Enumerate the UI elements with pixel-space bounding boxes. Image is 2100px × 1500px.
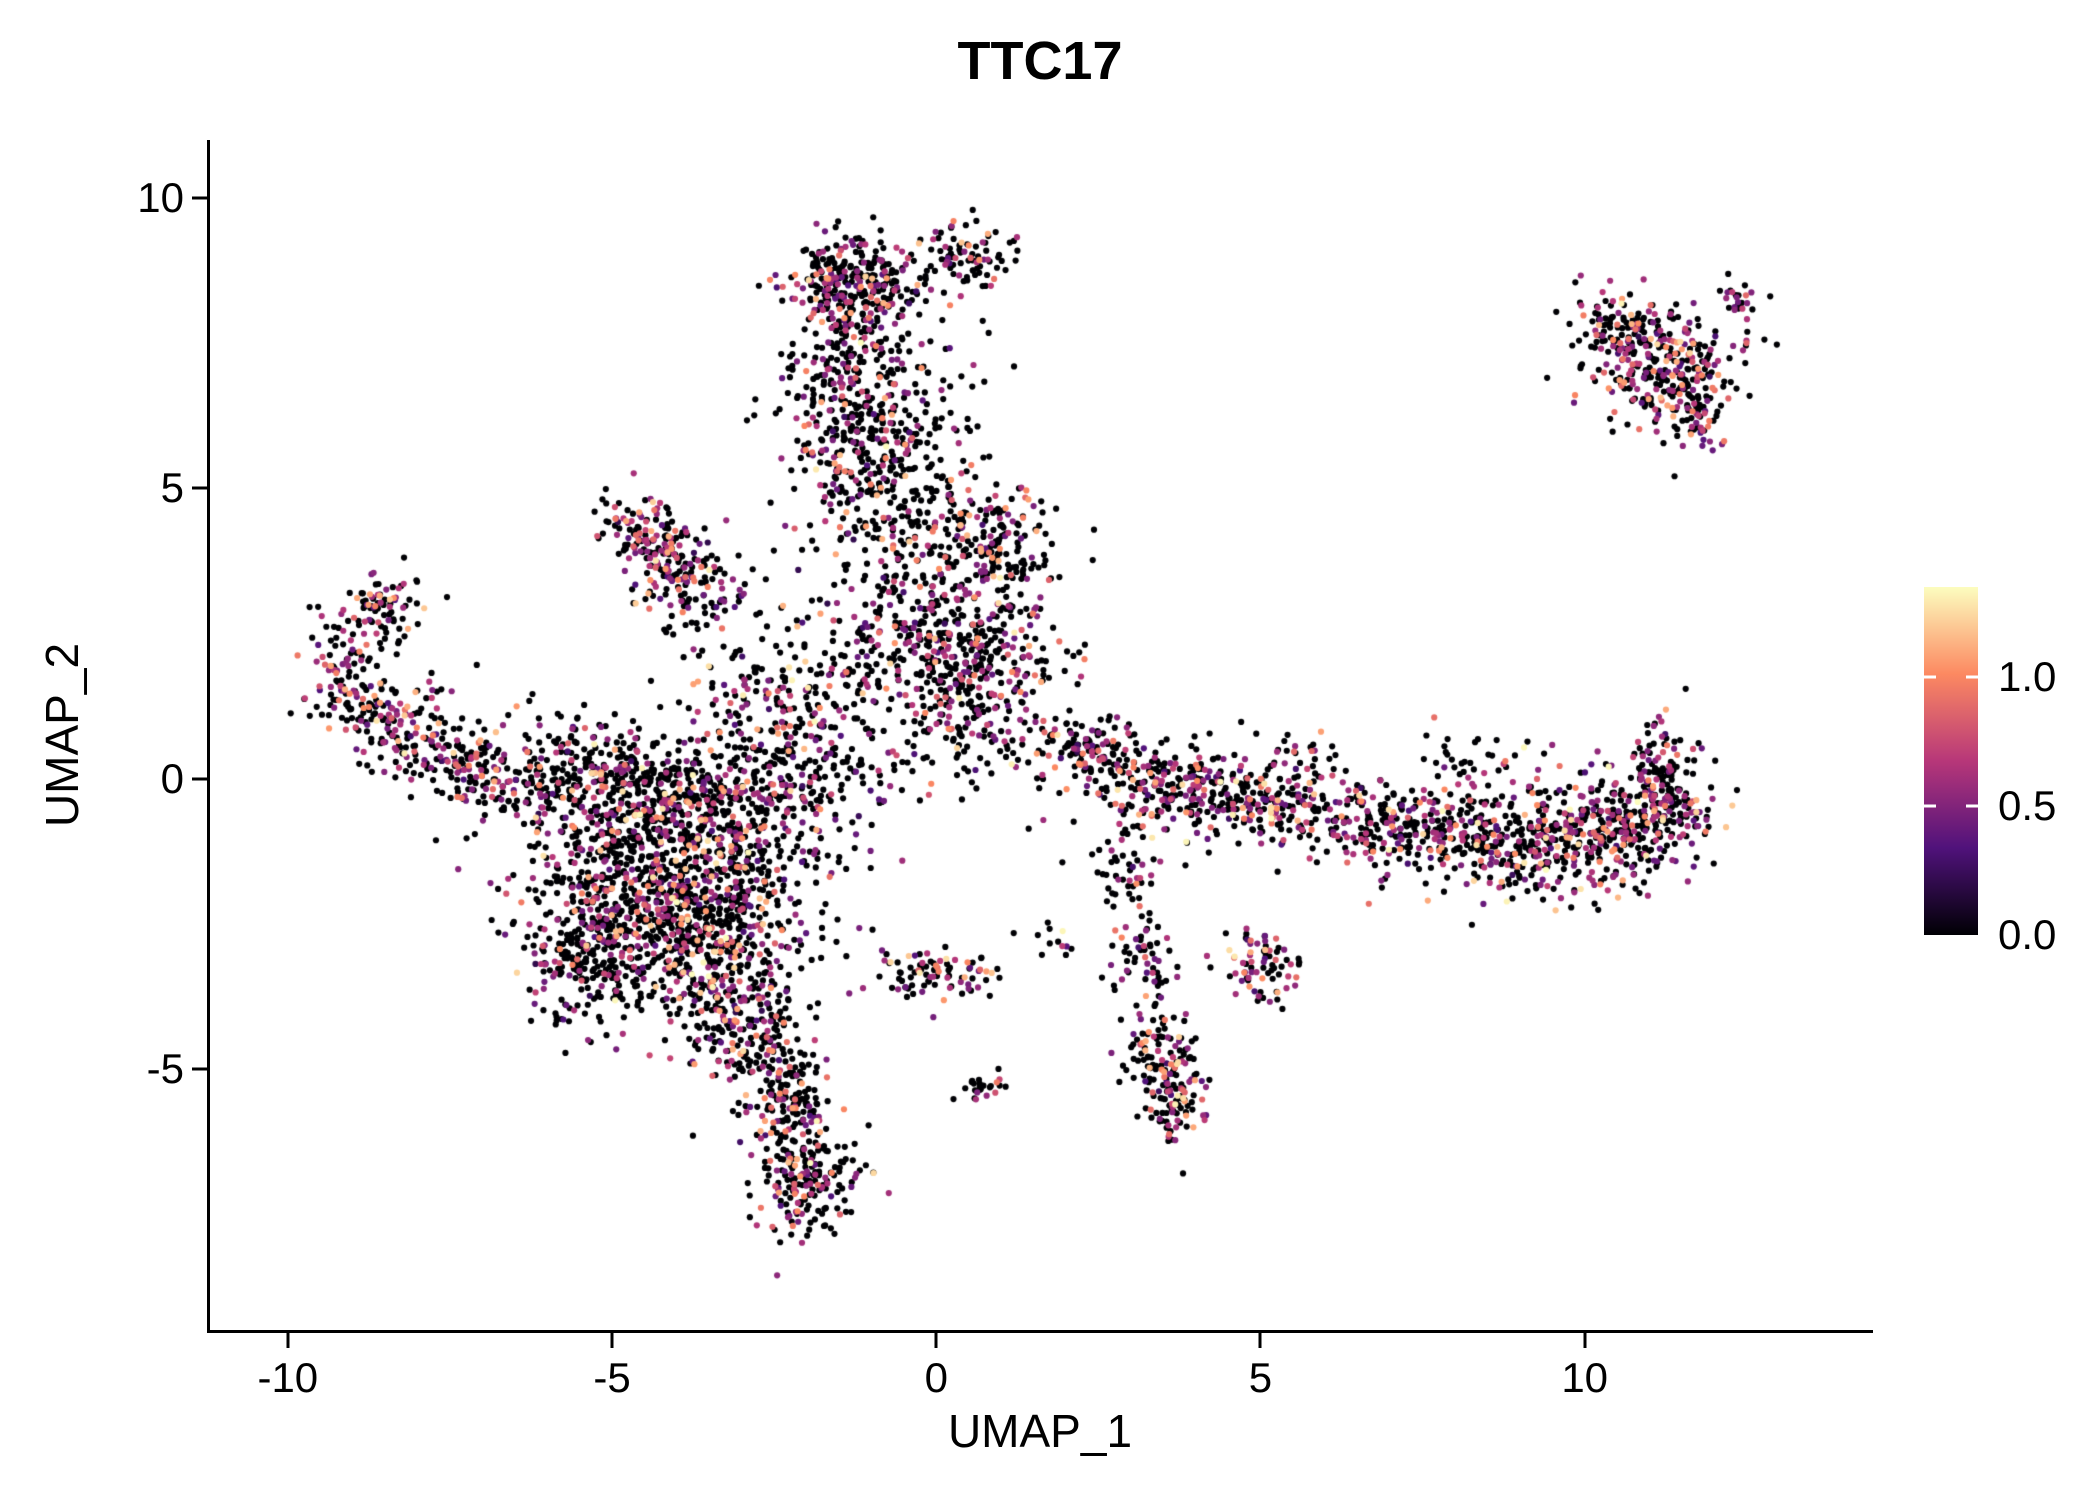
colorbar-tick-mark — [1966, 675, 1978, 679]
y-axis-tick-label: -5 — [146, 1044, 184, 1092]
x-axis-tick-label: 0 — [924, 1354, 948, 1401]
x-axis-tick-mark — [1583, 1333, 1587, 1348]
y-axis-label: UMAP_2 — [36, 642, 88, 828]
plot-area — [210, 140, 1870, 1330]
x-axis-tick-mark — [1258, 1333, 1262, 1348]
y-axis-line — [207, 140, 210, 1333]
x-axis-label: UMAP_1 — [947, 1405, 1133, 1457]
x-axis-tick-label: 5 — [1248, 1354, 1273, 1401]
y-axis-tick-label: 5 — [160, 464, 184, 512]
colorbar-tick-label: 0.5 — [1998, 782, 2057, 830]
y-axis-tick-mark — [192, 777, 207, 781]
colorbar-tick-mark — [1966, 804, 1978, 808]
colorbar-tick-label: 0.0 — [1998, 911, 2057, 958]
colorbar-legend: 1.0 0.5 0.0 — [1924, 587, 2056, 958]
x-axis-tick-label: 10 — [1561, 1354, 1609, 1401]
x-axis-tick-mark — [610, 1333, 614, 1348]
y-axis-tick-mark — [192, 196, 207, 200]
x-axis-line — [207, 1330, 1873, 1333]
colorbar-tick-label: 1.0 — [1998, 653, 2057, 701]
colorbar-tick-mark — [1924, 804, 1936, 808]
x-axis-tick-label: -5 — [593, 1354, 631, 1401]
colorbar-gradient — [1924, 587, 1978, 935]
x-axis-tick-mark — [286, 1333, 290, 1348]
y-axis-tick-mark — [192, 1067, 207, 1071]
colorbar-tick-mark — [1924, 675, 1936, 679]
scatter-points-canvas — [210, 140, 1870, 1330]
x-axis-tick-mark — [934, 1333, 938, 1348]
y-axis-tick-label: 0 — [160, 754, 184, 802]
y-axis-tick-mark — [192, 486, 207, 490]
x-axis-tick-label: -10 — [257, 1354, 319, 1401]
y-axis-tick-label: 10 — [137, 174, 184, 222]
plot-title: TTC17 — [957, 31, 1123, 91]
